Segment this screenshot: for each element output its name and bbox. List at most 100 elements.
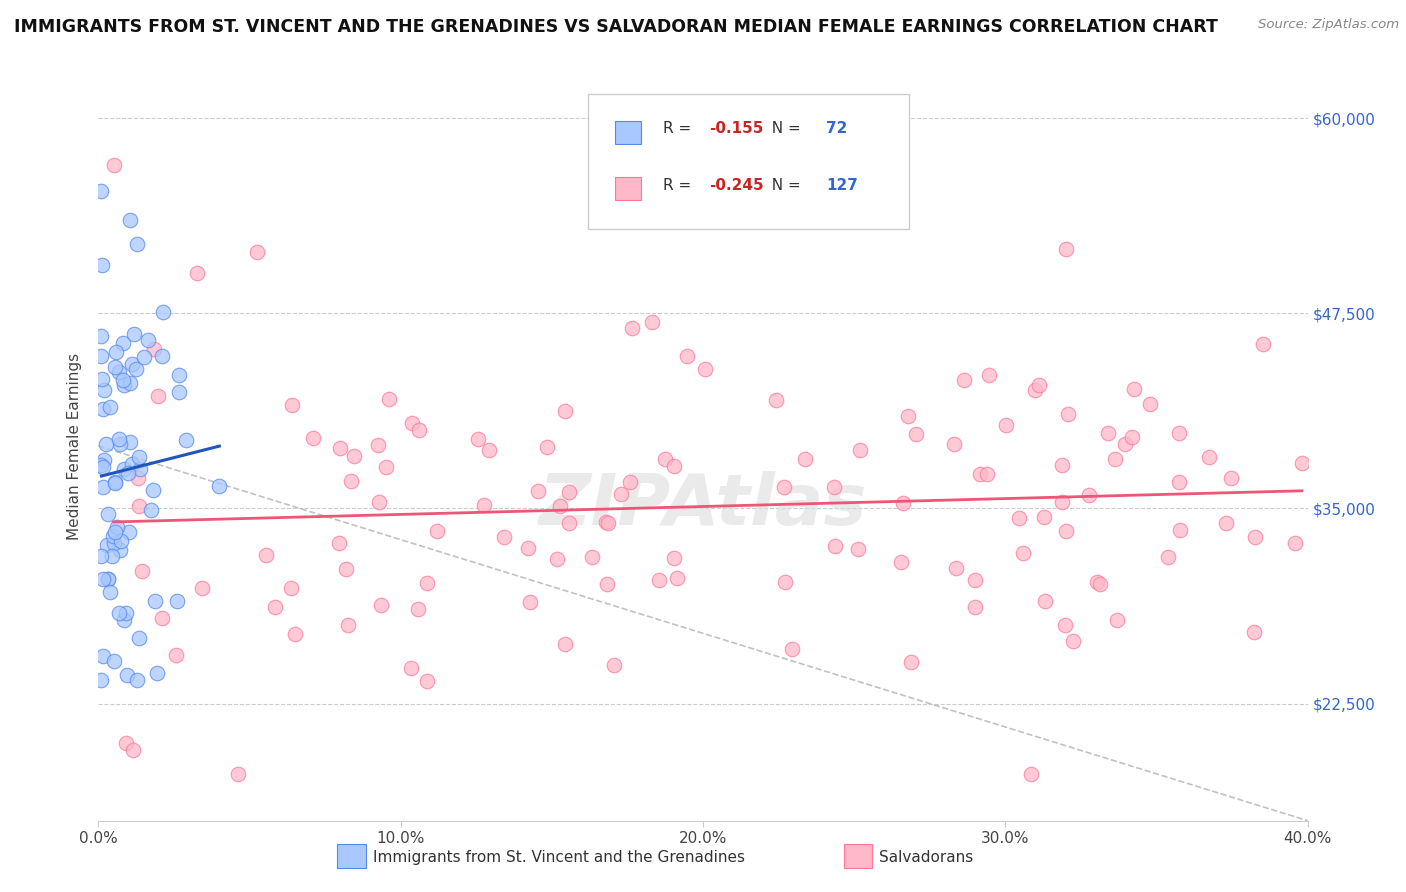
FancyBboxPatch shape xyxy=(588,94,908,228)
Text: R =: R = xyxy=(664,121,696,136)
Point xyxy=(280,581,302,595)
Point xyxy=(367,494,389,508)
Text: ZIPAtlas: ZIPAtlas xyxy=(538,472,868,541)
Point xyxy=(665,571,688,585)
Point xyxy=(891,496,914,510)
Point xyxy=(824,539,846,553)
Point xyxy=(90,349,112,363)
Point xyxy=(897,409,920,423)
Point xyxy=(1219,471,1241,485)
Point xyxy=(693,362,716,376)
Point xyxy=(1012,545,1035,559)
Point xyxy=(112,335,135,350)
Point xyxy=(554,637,576,651)
Point xyxy=(118,525,141,540)
Point xyxy=(90,673,112,688)
Point xyxy=(90,185,112,199)
Point xyxy=(91,401,114,416)
Point xyxy=(110,534,132,549)
Point xyxy=(527,483,550,498)
Point xyxy=(1168,523,1191,537)
Point xyxy=(136,333,159,347)
Point xyxy=(1019,767,1042,781)
FancyBboxPatch shape xyxy=(614,120,641,144)
Point xyxy=(1121,429,1143,443)
Y-axis label: Median Female Earnings: Median Female Earnings xyxy=(67,352,83,540)
Point xyxy=(111,373,134,387)
Text: 72: 72 xyxy=(827,121,848,136)
Point xyxy=(120,434,142,449)
Point xyxy=(953,373,976,387)
Point xyxy=(96,538,118,552)
Bar xyxy=(844,844,872,868)
Point xyxy=(328,535,350,549)
Point xyxy=(97,508,120,522)
Point xyxy=(143,343,166,357)
Point xyxy=(994,418,1017,433)
Bar xyxy=(337,844,366,868)
Point xyxy=(122,743,145,757)
Point xyxy=(329,442,352,456)
Point xyxy=(375,460,398,475)
Point xyxy=(90,549,112,563)
Point xyxy=(167,368,190,382)
Point xyxy=(103,536,125,550)
Point xyxy=(112,614,135,628)
Point xyxy=(104,359,127,374)
Point xyxy=(103,529,125,543)
Point xyxy=(558,516,581,530)
Point xyxy=(93,480,115,494)
Point xyxy=(963,573,986,587)
Point xyxy=(336,618,359,632)
Point xyxy=(536,440,558,454)
Point xyxy=(91,258,114,272)
Point xyxy=(127,236,149,251)
Point xyxy=(339,474,361,488)
Text: IMMIGRANTS FROM ST. VINCENT AND THE GRENADINES VS SALVADORAN MEDIAN FEMALE EARNI: IMMIGRANTS FROM ST. VINCENT AND THE GREN… xyxy=(14,18,1218,36)
Point xyxy=(125,362,148,376)
Text: Source: ZipAtlas.com: Source: ZipAtlas.com xyxy=(1258,18,1399,31)
Point xyxy=(97,572,120,586)
Point xyxy=(110,437,132,451)
Point xyxy=(900,655,922,669)
Point xyxy=(90,329,112,343)
Point xyxy=(91,460,114,475)
Point xyxy=(93,383,115,397)
Point xyxy=(166,594,188,608)
Point xyxy=(114,606,136,620)
Point xyxy=(343,449,366,463)
Point xyxy=(904,426,927,441)
Point xyxy=(93,453,115,467)
Point xyxy=(104,524,127,539)
Point xyxy=(141,502,163,516)
Point xyxy=(1198,450,1220,465)
Point xyxy=(128,450,150,465)
Point xyxy=(603,657,626,672)
Point xyxy=(595,515,617,529)
Text: -0.245: -0.245 xyxy=(709,178,763,193)
Point xyxy=(654,452,676,467)
Point xyxy=(426,524,449,539)
Point xyxy=(846,542,869,557)
Point xyxy=(186,266,208,280)
Point xyxy=(1104,451,1126,466)
Point xyxy=(132,351,155,365)
Point xyxy=(105,345,128,359)
Point xyxy=(103,158,125,172)
Point xyxy=(370,598,392,612)
Point xyxy=(467,432,489,446)
Point xyxy=(1008,511,1031,525)
Point xyxy=(848,442,870,457)
Point xyxy=(128,500,150,514)
Point xyxy=(641,315,664,329)
Point xyxy=(191,581,214,595)
Point xyxy=(254,549,277,563)
Point xyxy=(415,576,437,591)
Point xyxy=(101,549,124,563)
Point xyxy=(494,530,516,544)
Point xyxy=(146,665,169,680)
Point xyxy=(1062,634,1084,648)
Point xyxy=(1050,458,1073,473)
FancyBboxPatch shape xyxy=(614,178,641,200)
Point xyxy=(165,648,187,662)
